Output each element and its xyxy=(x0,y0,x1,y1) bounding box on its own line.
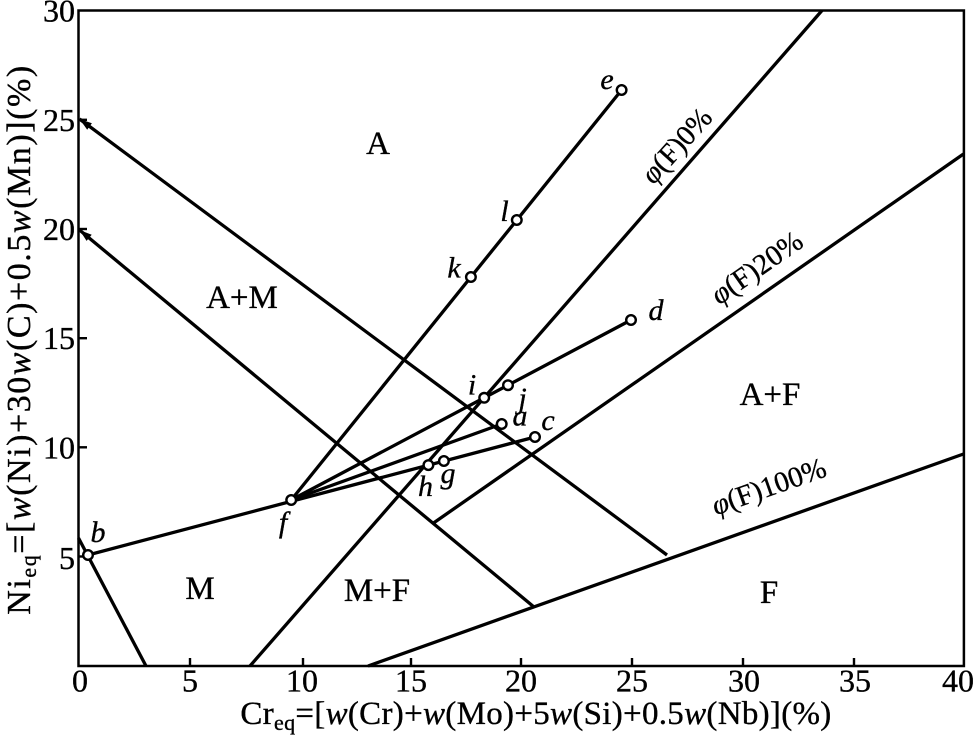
svg-text:5: 5 xyxy=(182,663,198,699)
svg-text:c: c xyxy=(541,404,554,437)
svg-text:A: A xyxy=(366,126,390,162)
svg-text:k: k xyxy=(447,252,461,285)
svg-text:25: 25 xyxy=(43,102,75,138)
svg-text:10: 10 xyxy=(43,429,75,465)
svg-text:b: b xyxy=(91,516,106,549)
svg-text:l: l xyxy=(500,195,508,228)
svg-text:h: h xyxy=(418,470,433,503)
svg-text:Creq=[w(Cr)+w(Mo)+5w(Si)+0.5w(: Creq=[w(Cr)+w(Mo)+5w(Si)+0.5w(Nb)](%) xyxy=(240,696,831,735)
svg-text:20: 20 xyxy=(43,211,75,247)
svg-text:10: 10 xyxy=(286,663,318,699)
svg-text:15: 15 xyxy=(43,320,75,356)
svg-text:15: 15 xyxy=(395,663,427,699)
svg-text:35: 35 xyxy=(839,663,871,699)
svg-text:i: i xyxy=(468,369,476,402)
svg-text:M+F: M+F xyxy=(344,573,410,609)
svg-text:A+M: A+M xyxy=(206,280,278,316)
svg-text:g: g xyxy=(441,457,456,490)
svg-text:e: e xyxy=(600,63,613,96)
svg-text:d: d xyxy=(649,294,665,327)
svg-text:Nieq=[w(Ni)+30w(C)+0.5w(Mn)](%: Nieq=[w(Ni)+30w(C)+0.5w(Mn)](%) xyxy=(1,64,41,614)
svg-text:30: 30 xyxy=(728,663,760,699)
svg-text:a: a xyxy=(513,400,528,433)
svg-text:0: 0 xyxy=(72,663,88,699)
svg-text:M: M xyxy=(185,571,214,607)
svg-text:20: 20 xyxy=(505,663,537,699)
svg-text:40: 40 xyxy=(942,663,973,699)
svg-text:A+F: A+F xyxy=(740,377,801,413)
svg-text:5: 5 xyxy=(59,540,75,576)
svg-text:25: 25 xyxy=(616,663,648,699)
svg-text:F: F xyxy=(760,575,778,611)
svg-text:30: 30 xyxy=(43,0,75,29)
